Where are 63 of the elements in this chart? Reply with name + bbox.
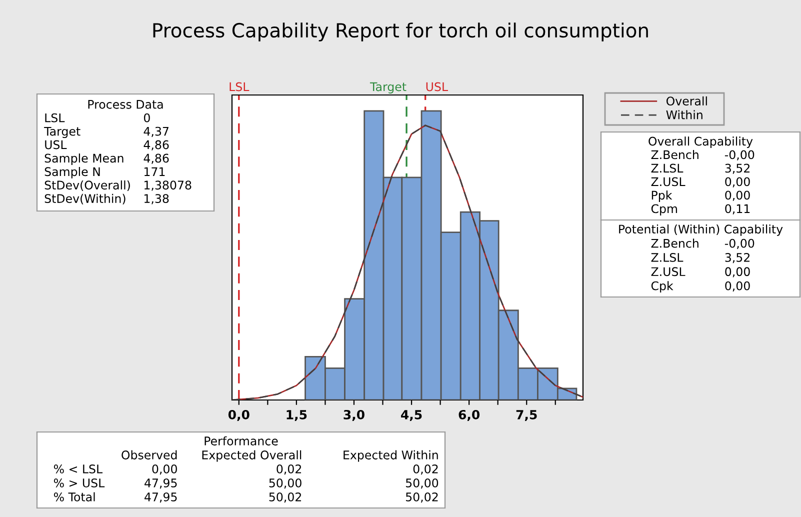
- x-tick-label: 0,0: [228, 410, 250, 421]
- text: 50,00: [406, 478, 438, 489]
- text: 4,37: [144, 126, 168, 137]
- text: 0,02: [276, 464, 302, 475]
- text: 0,00: [725, 177, 750, 188]
- text: 47,95: [144, 492, 177, 503]
- text: 3,52: [725, 252, 750, 264]
- text: 0,00: [152, 464, 177, 475]
- category-label: Cpm: [651, 204, 677, 216]
- text: 4,86: [144, 154, 169, 164]
- category-label: StDev(Within): [44, 194, 126, 204]
- category-label: % < LSL: [54, 464, 103, 474]
- category-label: Observed: [122, 450, 177, 460]
- x-tick-label: 1,5: [286, 410, 307, 421]
- category-label: % > USL: [54, 478, 105, 488]
- x-tick-label: 3,0: [344, 410, 364, 421]
- text: 3,52: [725, 164, 750, 174]
- text: 0,00: [725, 267, 750, 278]
- text: 1,38078: [144, 180, 192, 191]
- category-label: Z.USL: [651, 267, 686, 276]
- text: Performance: [204, 436, 278, 446]
- text: Overall Capability: [648, 136, 753, 148]
- category-label: USL: [45, 140, 67, 150]
- x-tick-label: 7,5: [516, 410, 537, 421]
- legend-label: Within: [666, 110, 702, 120]
- category-label: LSL: [45, 113, 65, 122]
- category-label: Expected Within: [344, 450, 438, 462]
- category-label: Z.USL: [651, 177, 686, 186]
- category-label: Cpk: [651, 281, 674, 293]
- text: 0,00: [725, 190, 750, 201]
- x-tick-label: 6,0: [458, 410, 480, 421]
- legend-label: Overall: [666, 96, 707, 106]
- category-label: % Total: [54, 492, 95, 502]
- x-tick-label: 4,5: [401, 410, 422, 421]
- text: 47,95: [144, 478, 177, 489]
- category-label: Sample N: [44, 166, 100, 178]
- text: 0,00: [725, 281, 750, 292]
- category-label: Z.LSL: [651, 164, 684, 173]
- text: Potential (Within) Capability: [619, 224, 783, 236]
- text: 0,11: [725, 204, 750, 214]
- text: 0,02: [413, 464, 438, 475]
- ref-line-label: LSL: [230, 82, 250, 92]
- ref-line-label: USL: [426, 82, 448, 92]
- ref-line-label: Target: [370, 82, 406, 94]
- category-label: Z.Bench: [651, 238, 698, 248]
- category-label: Z.LSL: [651, 252, 684, 262]
- category-label: Ppk: [652, 190, 672, 202]
- text: 0: [144, 113, 150, 122]
- category-label: Sample Mean: [44, 154, 124, 165]
- text: 50,00: [269, 478, 302, 489]
- text: Process Data: [88, 100, 163, 109]
- text: 1,38: [144, 194, 169, 204]
- chart-title: Process Capability Report for torch oil consumption: [153, 22, 648, 42]
- category-label: Z.Bench: [651, 150, 698, 160]
- text: -0,00: [724, 150, 754, 160]
- text: 50,02: [406, 492, 438, 503]
- category-label: Target: [44, 126, 80, 138]
- category-label: Expected Overall: [202, 450, 302, 462]
- category-label: StDev(Overall): [44, 180, 130, 191]
- text: -0,00: [724, 238, 754, 249]
- text: 50,02: [269, 492, 302, 503]
- text: 4,86: [144, 140, 169, 150]
- text: 171: [144, 167, 165, 176]
